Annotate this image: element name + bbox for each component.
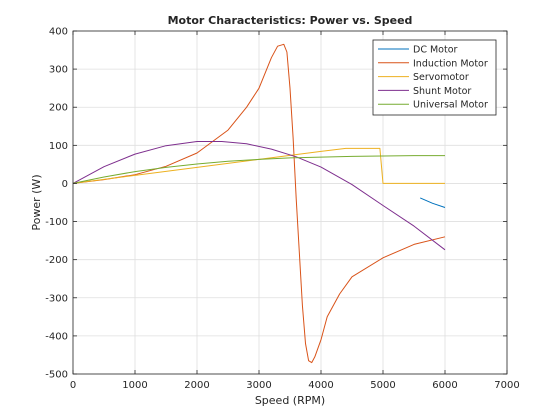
y-tick-label: -300	[45, 293, 68, 304]
x-tick-label: 2000	[184, 380, 209, 391]
y-tick-label: -200	[45, 255, 68, 266]
legend-label-servomotor: Servomotor	[413, 72, 469, 83]
y-tick-label: 300	[49, 65, 68, 76]
x-tick-label: 3000	[246, 380, 271, 391]
x-axis-label: Speed (RPM)	[255, 394, 325, 407]
series-line-universal-motor	[72, 155, 445, 184]
legend-box	[372, 39, 497, 116]
y-tick-label: 0	[62, 179, 68, 190]
y-tick-label: -500	[45, 370, 68, 381]
legend-label-induction-motor: Induction Motor	[413, 58, 488, 69]
series-line-dc-motor	[420, 197, 446, 208]
x-tick-label: 6000	[432, 380, 457, 391]
x-tick-label: 0	[70, 380, 76, 391]
series-line-shunt-motor	[72, 141, 446, 251]
legend-label-universal-motor: Universal Motor	[413, 100, 488, 111]
y-axis-label: Power (W)	[30, 174, 43, 230]
ticks: 0 1000 2000 3000 4000 5000 6000 7000-500-400-30…	[45, 27, 519, 392]
axes-box	[72, 30, 508, 375]
x-tick-label: 5000	[370, 380, 395, 391]
y-tick-label: -100	[45, 217, 68, 228]
legend-label-dc-motor: DC Motor	[413, 45, 458, 56]
series-line-servomotor	[72, 147, 445, 184]
x-tick-label: 1000	[122, 380, 147, 391]
y-tick-label: 200	[49, 103, 68, 114]
y-tick-label: -400	[45, 331, 68, 342]
y-tick-label: 400	[49, 27, 68, 38]
x-tick-label: 4000	[308, 380, 333, 391]
legend: DC Motor Induction Motor Servomotor Shunt M…	[372, 39, 497, 116]
x-tick-label: 7000	[494, 380, 519, 391]
chart-title: Motor Characteristics: Power vs. Speed	[168, 14, 413, 27]
series-layer	[72, 43, 446, 364]
y-tick-label: 100	[49, 141, 68, 152]
legend-label-shunt-motor: Shunt Motor	[413, 86, 471, 97]
